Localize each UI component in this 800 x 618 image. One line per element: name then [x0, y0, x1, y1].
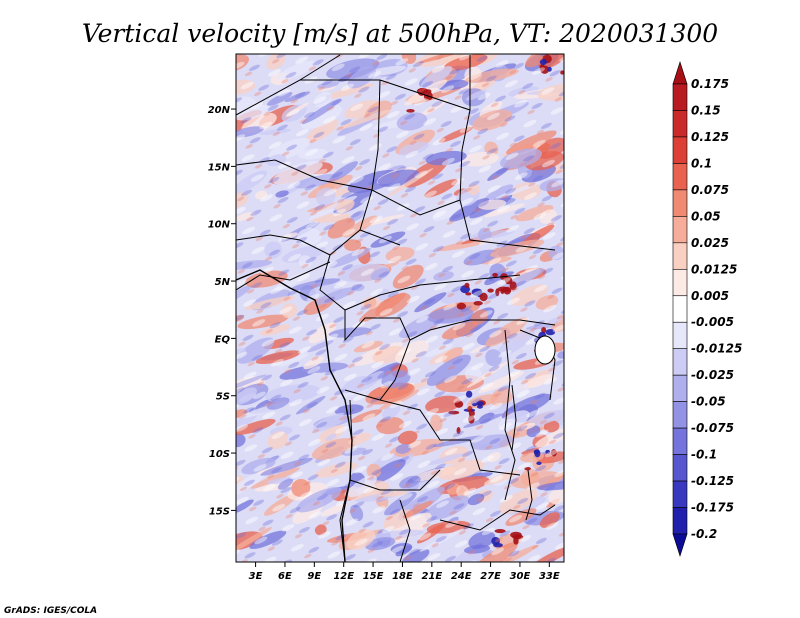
y-tick-label: 5N	[215, 277, 231, 288]
y-axis: 20N 15N 10N 5N EQ 5S 10S 15S	[208, 105, 236, 517]
colorbar-label: 0.05	[691, 209, 721, 223]
colorbar-label: -0.125	[691, 474, 734, 488]
coastline	[236, 269, 353, 562]
colorbar-segment	[672, 348, 688, 376]
x-tick-label: 9E	[307, 571, 321, 582]
colorbar-label: -0.1	[691, 448, 717, 462]
colorbar-segment	[672, 321, 688, 350]
credit-label: GrADS: IGES/COLA	[4, 606, 97, 616]
colorbar-segment	[672, 216, 688, 244]
x-tick-label: 21E	[421, 571, 442, 582]
x-tick-label: 33E	[539, 571, 560, 582]
x-tick-label: 18E	[392, 571, 413, 582]
y-tick-label: 15N	[208, 162, 231, 173]
y-tick-label: 10N	[208, 220, 231, 231]
colorbar-segment	[672, 163, 688, 191]
colorbar-label: -0.0125	[691, 342, 742, 356]
colorbar-label: -0.075	[691, 421, 734, 435]
colorbar-segment	[672, 136, 688, 164]
colorbar-label: 0.0125	[691, 262, 737, 276]
lakes	[511, 335, 556, 521]
colorbar-segment	[672, 533, 688, 557]
colorbar-segment	[672, 242, 688, 270]
colorbar-label: -0.175	[691, 501, 734, 515]
colorbar-label: 0.025	[691, 236, 729, 250]
chart-title: Vertical velocity [m/s] at 500hPa, VT: 2…	[82, 19, 718, 48]
x-tick-label: 24E	[451, 571, 472, 582]
colorbar-label: 0.15	[691, 103, 721, 117]
y-tick-label: 10S	[209, 449, 230, 460]
colorbar-segment	[672, 427, 688, 455]
y-tick-label: 15S	[209, 506, 230, 517]
x-tick-label: 3E	[249, 571, 263, 582]
colorbar-segment	[672, 83, 688, 111]
colorbar-segment	[672, 480, 688, 508]
x-tick-label: 6E	[278, 571, 292, 582]
colorbar-segment	[672, 61, 688, 85]
x-tick-label: 15E	[363, 571, 384, 582]
colorbar-segment	[672, 295, 688, 323]
colorbar-segment	[672, 110, 688, 138]
colorbar-label: 0.125	[691, 130, 729, 144]
colorbar-segment	[672, 454, 688, 482]
plot-area	[236, 54, 564, 562]
plot-frame	[235, 53, 565, 563]
x-axis: 3E 6E 9E 12E 15E 18E 21E 24E 27E 30E 33E	[249, 562, 560, 582]
colorbar-label: 0.175	[691, 77, 729, 91]
colorbar-label: -0.05	[691, 395, 726, 409]
x-tick-label: 27E	[480, 571, 501, 582]
colorbar-label: 0.1	[691, 156, 712, 170]
y-tick-label: 5S	[216, 392, 230, 403]
colorbar-label: -0.005	[691, 315, 734, 329]
x-tick-label: 30E	[510, 571, 531, 582]
colorbar-label: 0.005	[691, 289, 729, 303]
colorbar-segment	[672, 507, 688, 535]
colorbar-segment	[672, 374, 688, 402]
x-tick-label: 12E	[333, 571, 354, 582]
colorbar-label: -0.025	[691, 368, 734, 382]
colorbar-segment	[672, 401, 688, 429]
colorbar-label: -0.2	[691, 527, 717, 541]
y-tick-label: 20N	[208, 105, 231, 116]
colorbar: 0.175 0.15 0.125 0.1 0.075 0.05 0.025 0.0125 0.0…	[672, 61, 742, 557]
colorbar-segment	[672, 268, 688, 297]
colorbar-label: 0.075	[691, 183, 729, 197]
y-tick-label: EQ	[215, 334, 231, 345]
colorbar-segment	[672, 189, 688, 217]
